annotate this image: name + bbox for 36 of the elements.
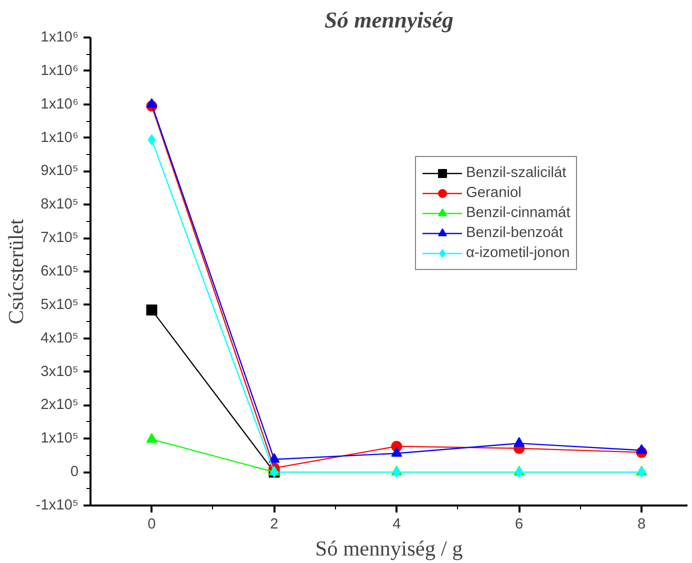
y-tick-label: 6x10⁵: [40, 264, 78, 280]
y-tick-label: 1x10⁶: [40, 62, 79, 79]
y-tick-label: 8x10⁵: [40, 196, 78, 213]
x-tick-label: 8: [638, 516, 646, 532]
point: [268, 453, 280, 463]
y-tick-label: 0: [70, 464, 79, 480]
y-tick-label: 3x10⁵: [40, 364, 78, 380]
y-tick-label: 1x10⁶: [40, 96, 79, 112]
y-tick-label: -1x10⁵: [36, 498, 79, 514]
x-axis-title: Só mennyiség / g: [315, 536, 464, 560]
y-tick-label: 5x10⁵: [40, 296, 78, 313]
chart-title: Só mennyiség: [324, 8, 454, 32]
legend-label: Benzil-cinnamát: [466, 205, 570, 221]
point: [391, 447, 402, 457]
x-tick-label: 4: [392, 516, 401, 532]
legend-label: Benzil-benzoát: [466, 225, 563, 241]
legend-label: Geraniol: [466, 185, 522, 201]
point: [148, 134, 156, 146]
legend-label: α-izometil-jonon: [466, 245, 570, 261]
y-tick-label: 2x10⁵: [40, 397, 78, 414]
y-tick-label: 7x10⁵: [40, 230, 78, 246]
y-tick-label: 4x10⁵: [40, 330, 78, 346]
point: [514, 437, 525, 447]
point: [146, 433, 158, 443]
point: [146, 98, 158, 108]
y-tick-label: 9x10⁵: [40, 163, 78, 180]
x-tick-label: 6: [515, 516, 524, 532]
legend-label: Benzil-szalicilát: [466, 165, 566, 181]
point: [636, 444, 648, 454]
x-tick-label: 0: [148, 516, 156, 532]
y-axis-title: Csúcsterület: [4, 218, 28, 324]
y-tick-label: 1x10⁶: [40, 130, 79, 146]
point: [146, 304, 158, 316]
y-tick-label: 1x10⁵: [40, 430, 78, 447]
y-tick-label: 1x10⁶: [40, 30, 79, 46]
x-tick-label: 2: [270, 516, 278, 532]
